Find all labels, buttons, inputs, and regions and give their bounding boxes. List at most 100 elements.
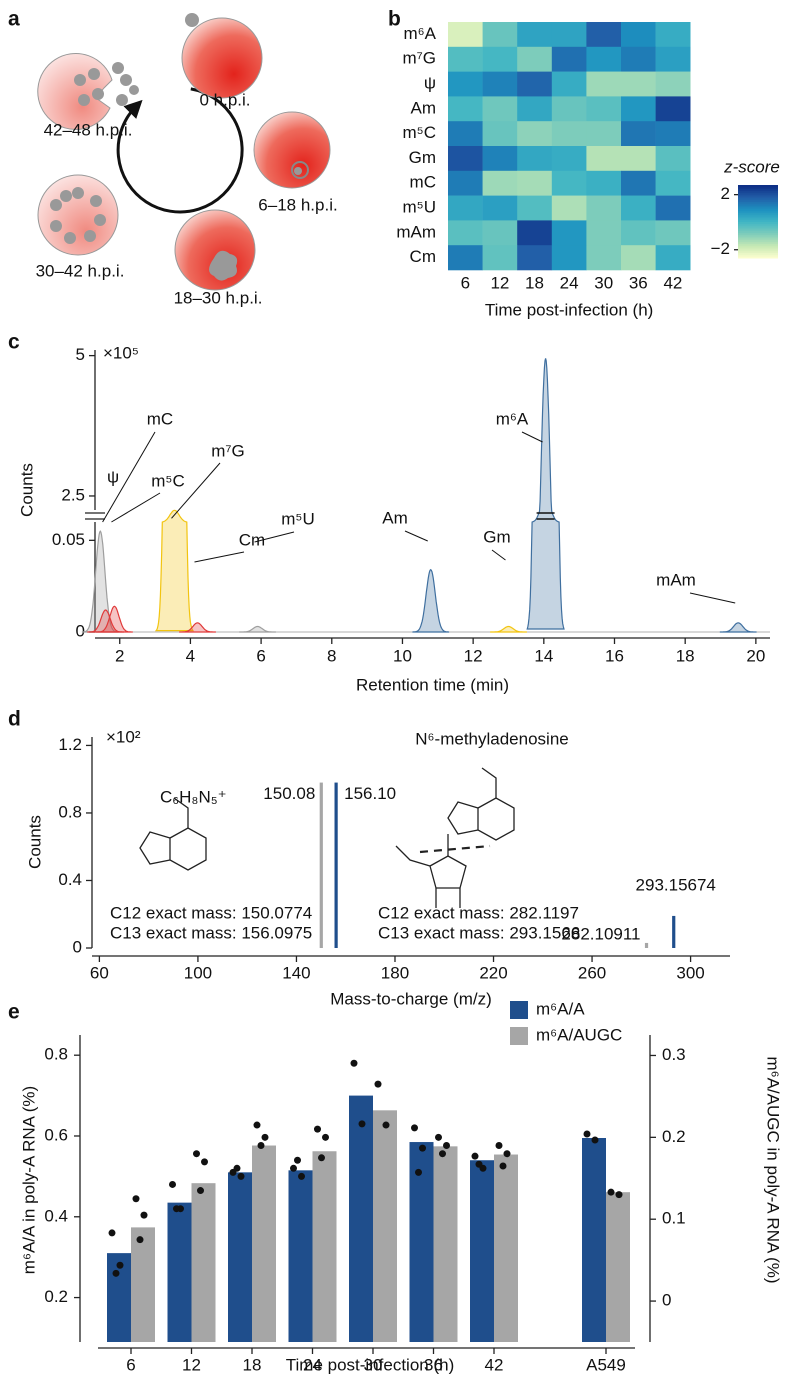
row-label: m⁵C (403, 123, 437, 142)
heat-cell (655, 245, 691, 271)
heat-cell (551, 71, 587, 97)
x-tick-label: 42 (663, 273, 682, 292)
replicate-dot (350, 1059, 358, 1067)
peak-bar (319, 782, 323, 948)
heat-cell (551, 22, 587, 48)
cell (181, 17, 263, 99)
peak (239, 625, 276, 633)
cell (174, 209, 256, 291)
heat-cell (586, 22, 622, 48)
peak-label: 150.08 (263, 784, 315, 803)
parasite (294, 167, 302, 175)
heat-cell (655, 195, 691, 221)
bar (288, 1170, 313, 1342)
row-label: Gm (409, 148, 436, 167)
replicate-dot (374, 1080, 382, 1088)
bar (373, 1110, 397, 1342)
exact-mass: C13 exact mass: 293.1566 (378, 923, 580, 942)
colorbar-slice (738, 210, 778, 213)
x-tick-label: 220 (479, 963, 507, 982)
peak-label: m⁵U (281, 509, 315, 528)
bar (494, 1154, 518, 1342)
leader-line (521, 431, 543, 443)
heat-cell (586, 46, 622, 72)
structure (139, 767, 515, 908)
x-tick-label: 14 (534, 646, 553, 665)
colorbar-slice (738, 208, 778, 212)
life-cycle-diagram: a 0 h.p.i. 6–18 h.p.i. 18–30 h.p.i. 30–4… (8, 8, 338, 308)
peak (154, 509, 195, 632)
colorbar-slice (738, 245, 778, 248)
x-tick-label: 12 (490, 273, 509, 292)
heat-cell (655, 46, 691, 72)
exact-mass: C12 exact mass: 282.1197 (378, 903, 579, 922)
heat-cell (655, 96, 691, 122)
colorbar-slice (738, 248, 778, 252)
colorbar-slice (738, 197, 778, 201)
replicate-dot (443, 1142, 450, 1150)
heat-cell (551, 46, 587, 72)
heat-cell (586, 220, 622, 246)
heat-cell (482, 195, 518, 221)
leader-line (689, 592, 736, 604)
x-tick-label: 4 (186, 646, 195, 665)
y-axis-title: Counts (17, 463, 36, 517)
row-label: m⁷G (402, 49, 436, 68)
x-tick-label: 20 (746, 646, 765, 665)
y-tick-label: 5 (76, 345, 85, 364)
compound-name: N⁶-methyladenosine (415, 729, 568, 748)
colorbar-slice (738, 241, 778, 244)
heat-cell (517, 46, 553, 72)
panel-label: c (8, 331, 20, 354)
replicate-dot (583, 1130, 591, 1138)
y-tick-label: 0.8 (44, 1045, 68, 1064)
peak (96, 605, 133, 633)
y-axis-title: m⁶A/A in poly-A RNA (%) (19, 1086, 38, 1274)
heat-cell (655, 22, 691, 48)
replicate-dot (591, 1136, 599, 1144)
replicate-dot (439, 1150, 446, 1158)
x-axis-title: Retention time (min) (356, 675, 509, 694)
heat-cell (517, 71, 553, 97)
x-tick-label: 30 (594, 273, 613, 292)
heat-cell (655, 146, 691, 172)
colorbar-slice (738, 221, 778, 224)
peak-label: Cm (239, 530, 265, 549)
x-tick-label: 24 (560, 273, 579, 292)
y-tick-label: 0 (73, 937, 82, 956)
replicate-dot (471, 1152, 479, 1160)
colorbar-slice (738, 195, 778, 199)
stage-label: 30–42 h.p.i. (36, 261, 125, 280)
heat-cell (621, 170, 656, 196)
heat-cell (517, 170, 553, 196)
replicate-dot (290, 1164, 297, 1172)
bar (349, 1095, 373, 1342)
x-tick-label: 6 (126, 1355, 135, 1374)
replicate-dot (382, 1121, 390, 1129)
y2-axis-title: m⁶A/AUGC in poly-A RNA (%) (764, 1056, 783, 1283)
stage-label: 6–18 h.p.i. (258, 195, 337, 214)
replicate-dot (257, 1142, 265, 1150)
heat-cell (482, 220, 518, 246)
heat-cell (448, 46, 483, 72)
colorbar-slice (738, 190, 778, 193)
heat-cell (482, 170, 518, 196)
heat-cell (448, 220, 483, 246)
colorbar-slice (738, 219, 778, 222)
x-tick-label: 18 (676, 646, 695, 665)
cycle-arrow (116, 87, 244, 214)
bar (252, 1145, 276, 1342)
row-label: m⁵U (403, 197, 437, 216)
peak-label: mAm (656, 570, 696, 589)
y-tick-label: 2.5 (61, 485, 85, 504)
peak (490, 625, 527, 633)
replicate-dot (298, 1172, 305, 1180)
colorbar-slice (738, 206, 778, 210)
x-tick-label: 8 (327, 646, 336, 665)
heat-cell (482, 96, 518, 122)
peak-label: 282.10911 (561, 924, 640, 943)
heat-cell (448, 146, 483, 172)
heat-cell (586, 170, 622, 196)
heat-cell (621, 71, 656, 97)
